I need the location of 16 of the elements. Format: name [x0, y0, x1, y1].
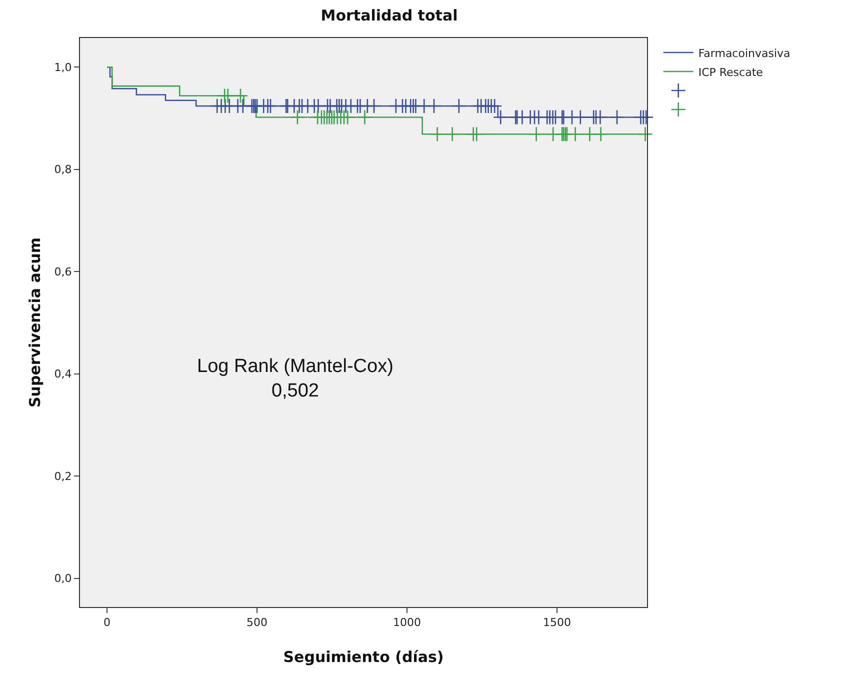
- y-tick-label: 0,0: [54, 572, 72, 586]
- x-tick-label: 1500: [543, 616, 571, 630]
- legend-label: ICP Rescate: [698, 66, 764, 79]
- x-axis-title: Seguimiento (días): [283, 648, 444, 666]
- x-tick-label: 0: [104, 616, 110, 630]
- y-tick-label: 0,4: [54, 368, 72, 381]
- chart-title: Mortalidad total: [320, 6, 458, 25]
- y-tick-label: 0,8: [54, 163, 72, 176]
- y-tick-label: 0,2: [54, 470, 72, 483]
- x-tick-label: 500: [246, 616, 268, 630]
- y-tick-label: 0,6: [54, 265, 72, 278]
- legend-label: Farmacoinvasiva: [698, 46, 790, 60]
- annotation: Log Rank (Mantel-Cox) 0,502: [197, 356, 394, 402]
- x-tick-label: 1000: [393, 616, 421, 630]
- y-tick-label: 1,0: [54, 60, 72, 74]
- y-axis-title: Supervivencia acum: [26, 237, 44, 408]
